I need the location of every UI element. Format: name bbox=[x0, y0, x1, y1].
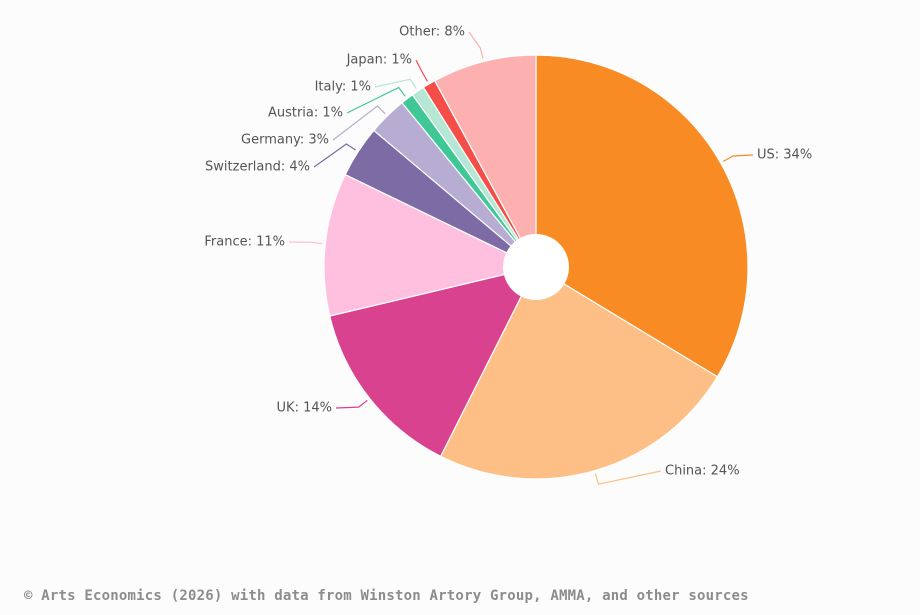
leader-us bbox=[723, 154, 754, 162]
label-japan: Japan: 1% bbox=[346, 53, 412, 68]
leader-other bbox=[468, 31, 484, 59]
leader-lines bbox=[288, 31, 754, 485]
leader-switzerland bbox=[313, 143, 356, 168]
slice-uk bbox=[329, 266, 538, 458]
leader-japan bbox=[415, 59, 429, 82]
label-austria: Austria: 1% bbox=[268, 106, 343, 121]
leader-china bbox=[594, 470, 662, 485]
source-note: © Arts Economics (2026) with data from W… bbox=[24, 588, 749, 604]
label-uk: UK: 14% bbox=[277, 401, 332, 416]
leader-austria bbox=[346, 86, 406, 114]
slice-us bbox=[535, 54, 749, 378]
leader-uk bbox=[335, 399, 368, 409]
label-france: France: 11% bbox=[204, 235, 285, 250]
leader-italy bbox=[374, 78, 417, 89]
leader-france bbox=[288, 241, 323, 245]
leader-germany bbox=[332, 105, 386, 141]
donut-hole bbox=[503, 234, 569, 300]
label-italy: Italy: 1% bbox=[315, 80, 371, 95]
pie-slices bbox=[323, 54, 749, 480]
label-germany: Germany: 3% bbox=[241, 133, 329, 148]
slice-other bbox=[433, 54, 537, 268]
slice-france bbox=[323, 173, 538, 317]
label-china: China: 24% bbox=[665, 464, 740, 479]
label-other: Other: 8% bbox=[399, 25, 465, 40]
slice-labels: US: 34% China: 24% UK: 14% France: 11% Switz… bbox=[204, 25, 812, 479]
label-us: US: 34% bbox=[757, 148, 812, 163]
label-switzerland: Switzerland: 4% bbox=[205, 160, 310, 175]
